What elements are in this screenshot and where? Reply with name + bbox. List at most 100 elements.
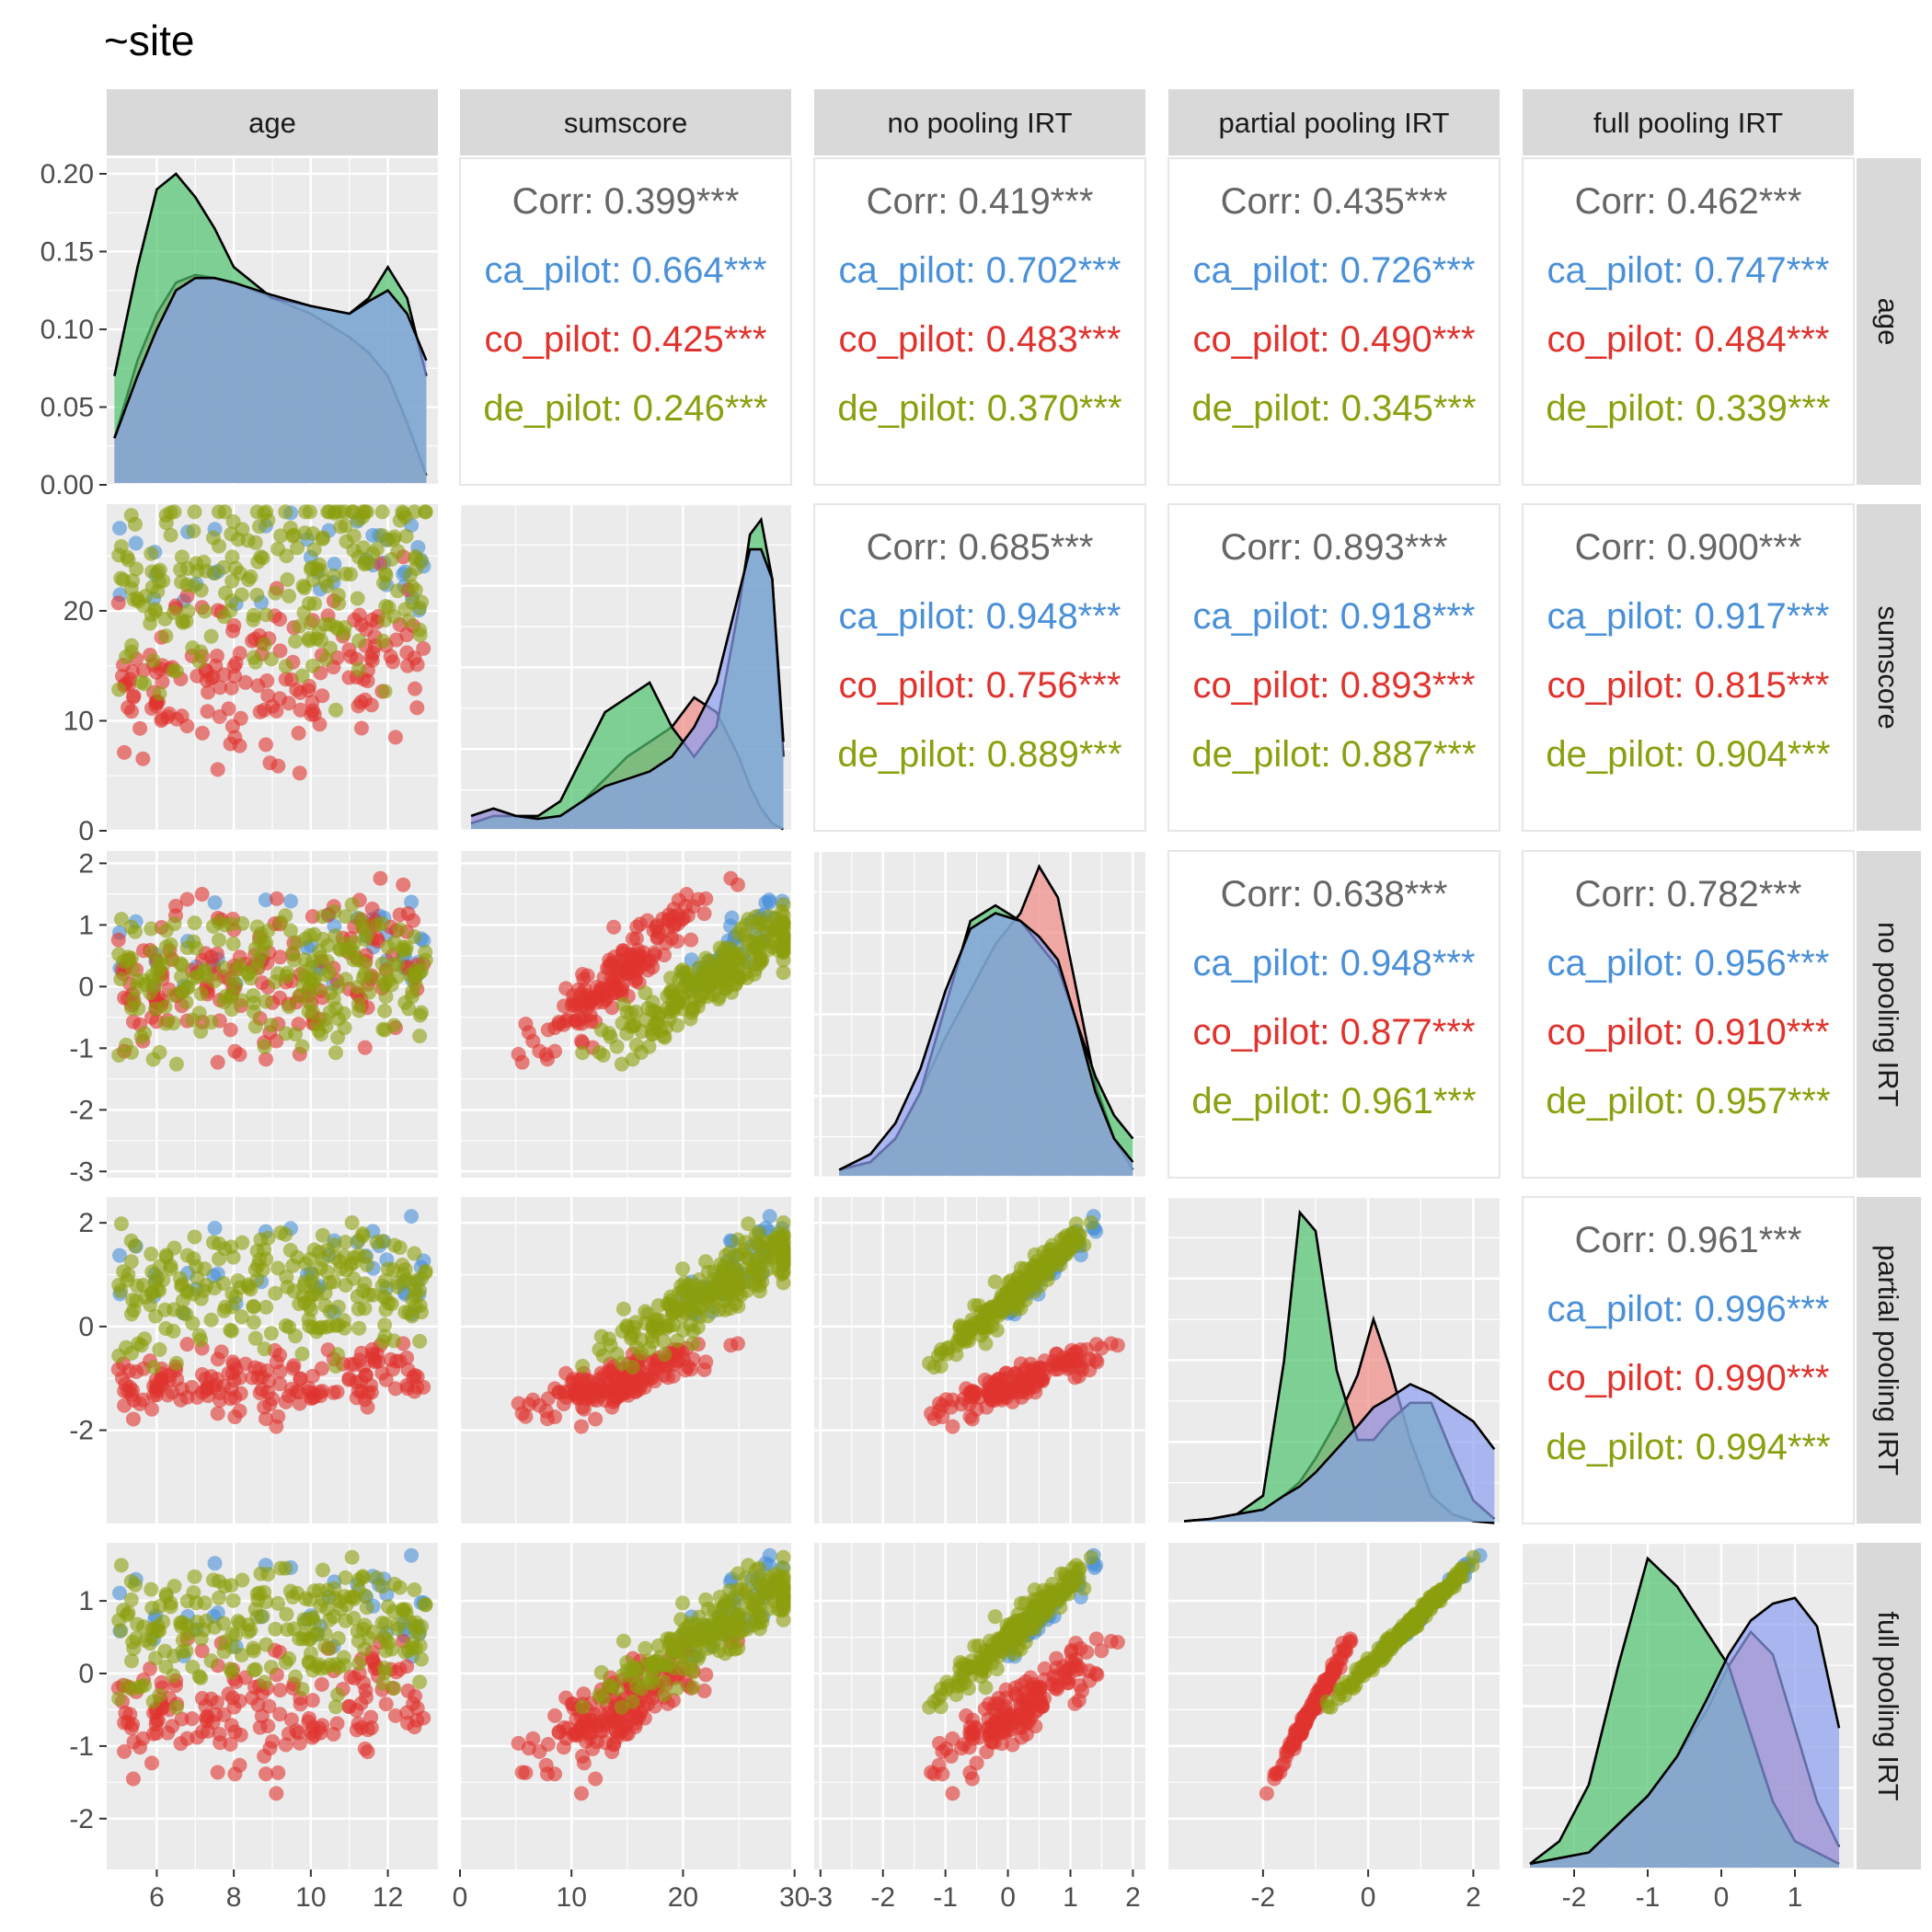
strip-row-age [1857,158,1921,485]
point-co_pilot [293,1696,308,1712]
point-co_pilot [385,1362,400,1377]
point-co_pilot [1110,1338,1125,1353]
point-de_pilot [137,1026,153,1041]
corr-label-de_pilot: de_pilot: 0.887*** [1191,734,1476,775]
point-de_pilot [216,609,232,625]
point-de_pilot [1083,1549,1098,1565]
point-de_pilot [257,1674,272,1690]
point-de_pilot [273,914,289,930]
point-co_pilot [606,919,622,935]
point-co_pilot [363,1709,379,1725]
corr-label-ca_pilot: ca_pilot: 0.996*** [1547,1289,1830,1329]
point-de_pilot [282,1319,297,1335]
point-de_pilot [1323,1699,1339,1715]
corr-label-co_pilot: co_pilot: 0.877*** [1193,1012,1476,1052]
point-co_pilot [221,1365,236,1381]
point-de_pilot [224,987,240,1003]
point-de_pilot [306,1242,322,1258]
x-tick-label-partial-pooling-irt: 0 [1361,1882,1376,1913]
corr-label-de_pilot: de_pilot: 0.889*** [837,734,1121,775]
point-co_pilot [551,1725,567,1741]
panel-age-vs-partial-pooling-irt: Corr: 0.435***ca_pilot: 0.726***co_pilot… [1167,157,1501,486]
point-co_pilot [551,1017,567,1032]
point-de_pilot [339,943,354,959]
point-de_pilot [127,1577,143,1593]
corr-label-co_pilot: co_pilot: 0.483*** [839,319,1121,360]
point-co_pilot [292,765,307,781]
point-de_pilot [407,1581,422,1597]
point-de_pilot [158,939,174,955]
point-de_pilot [384,977,399,993]
point-de_pilot [179,1248,195,1263]
x-tick-label-sumscore: 20 [668,1882,698,1913]
point-co_pilot [1032,1362,1048,1377]
point-co_pilot [154,1674,169,1690]
strip-row-label: sumscore [1872,605,1904,729]
point-de_pilot [615,1633,631,1649]
point-de_pilot [193,582,209,598]
point-de_pilot [378,1630,394,1646]
point-co_pilot [640,1372,656,1387]
point-co_pilot [329,1716,345,1731]
corr-panel-bg [1167,503,1501,832]
point-de_pilot [179,577,195,592]
point-de_pilot [675,1261,691,1277]
point-co_pilot [269,1786,284,1801]
point-co_pilot [984,1734,1000,1750]
point-de_pilot [397,995,413,1010]
point-co_pilot [213,1393,228,1409]
x-tick-label-full-pooling-irt: -2 [1562,1882,1587,1913]
point-de_pilot [686,1640,702,1656]
point-de_pilot [127,924,143,939]
point-de_pilot [282,1583,298,1599]
point-de_pilot [374,1615,390,1630]
point-co_pilot [232,1757,247,1773]
point-de_pilot [601,1677,616,1693]
y-tick-label-full-pooling-irt: -2 [69,1804,94,1834]
point-co_pilot [150,1712,166,1728]
point-de_pilot [369,1235,385,1250]
point-co_pilot [213,1735,228,1751]
x-tick-label-partial-pooling-irt: 2 [1466,1882,1481,1913]
point-de_pilot [330,1347,346,1363]
point-de_pilot [740,970,755,985]
point-de_pilot [307,596,323,612]
strip-row-partial-pooling-irt [1857,1197,1921,1524]
point-de_pilot [235,1572,250,1588]
point-de_pilot [344,897,360,913]
point-co_pilot [363,1720,379,1736]
point-de_pilot [278,504,293,520]
point-co_pilot [210,762,225,777]
point-de_pilot [315,909,330,925]
point-co_pilot [110,595,126,611]
point-co_pilot [962,1385,978,1400]
point-de_pilot [322,965,338,981]
point-de_pilot [685,1680,701,1696]
point-de_pilot [215,559,231,575]
point-de_pilot [187,1229,202,1245]
point-co_pilot [999,1390,1015,1406]
point-co_pilot [190,1730,205,1745]
point-de_pilot [152,1259,167,1274]
point-de_pilot [243,1622,259,1638]
point-co_pilot [261,1698,277,1714]
point-co_pilot [258,1766,273,1782]
point-de_pilot [288,634,304,650]
point-de_pilot [775,1237,790,1253]
point-co_pilot [272,612,288,627]
point-co_pilot [357,1741,373,1756]
point-de_pilot [640,1000,656,1016]
point-de_pilot [144,546,159,561]
point-de_pilot [250,953,266,969]
point-co_pilot [250,678,266,694]
point-de_pilot [168,663,184,679]
point-co_pilot [573,1033,589,1049]
point-co_pilot [125,1771,141,1787]
point-de_pilot [224,573,240,589]
point-de_pilot [392,1240,408,1256]
point-de_pilot [355,1225,371,1241]
corr-label-de_pilot: de_pilot: 0.370*** [837,388,1121,429]
point-de_pilot [384,551,399,567]
point-co_pilot [387,1381,403,1397]
point-de_pilot [223,1662,238,1677]
